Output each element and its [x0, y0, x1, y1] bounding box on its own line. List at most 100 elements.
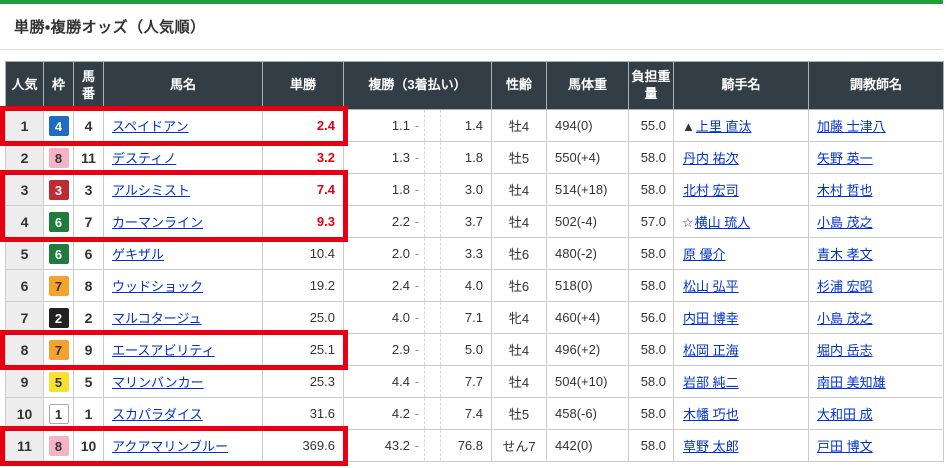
- horse-name-link[interactable]: マリンバンカー: [112, 375, 204, 390]
- trainer-link[interactable]: 加藤 士津八: [817, 119, 886, 134]
- place-odds-cell: 2.9 - 5.0: [343, 333, 492, 366]
- jockey-link[interactable]: 岩部 純二: [683, 375, 739, 390]
- jockey-link[interactable]: 松山 弘平: [683, 279, 739, 294]
- sex-age-cell: 牡6: [491, 269, 547, 302]
- trainer-cell: 南田 美知雄: [808, 365, 944, 398]
- load-weight-cell: 58.0: [628, 429, 674, 462]
- frame-cell: 8: [43, 429, 74, 462]
- horse-name-link[interactable]: スペイドアン: [112, 119, 189, 134]
- load-weight-cell: 58.0: [628, 173, 674, 206]
- trainer-cell: 青木 孝文: [808, 237, 944, 270]
- rank-cell: 5: [5, 237, 44, 270]
- horse-name-link[interactable]: アルシミスト: [112, 183, 190, 198]
- horse-name-cell: カーマンライン: [103, 205, 263, 238]
- horse-name-link[interactable]: ゲキザル: [112, 247, 165, 262]
- sex-age-cell: せん7: [491, 429, 547, 462]
- horse-name-cell: デスティノ: [103, 141, 263, 174]
- jockey-cell: 丹内 祐次: [673, 141, 809, 174]
- place-odds-max: 76.8: [457, 438, 483, 453]
- trainer-link[interactable]: 南田 美知雄: [817, 375, 886, 390]
- horse-weight-cell: 480(-2): [546, 237, 629, 270]
- trainer-link[interactable]: 戸田 博文: [817, 439, 873, 454]
- frame-badge: 8: [48, 435, 69, 456]
- trainer-link[interactable]: 小島 茂之: [817, 311, 873, 326]
- horse-number-cell: 3: [73, 173, 104, 206]
- trainer-cell: 矢野 英一: [808, 141, 944, 174]
- jockey-cell: 木幡 巧也: [673, 397, 809, 430]
- page-title: 単勝・複勝オッズ（人気順）: [14, 19, 206, 36]
- place-odds-divider: [424, 174, 440, 205]
- place-odds-divider: [424, 142, 440, 173]
- jockey-mark: ☆: [682, 215, 694, 230]
- horse-number-cell: 10: [73, 429, 104, 462]
- place-odds-min: 1.8: [391, 182, 410, 197]
- place-odds-max: 1.8: [464, 150, 483, 165]
- jockey-link[interactable]: 木幡 巧也: [683, 407, 739, 422]
- horse-name-link[interactable]: カーマンライン: [112, 215, 204, 230]
- place-odds-max: 3.0: [464, 182, 483, 197]
- horse-number-cell: 7: [73, 205, 104, 238]
- trainer-link[interactable]: 杉浦 宏昭: [817, 279, 873, 294]
- place-odds-divider: [440, 302, 456, 333]
- load-weight-cell: 58.0: [628, 365, 674, 398]
- jockey-link[interactable]: 北村 宏司: [683, 183, 739, 198]
- horse-weight-cell: 496(+2): [546, 333, 629, 366]
- place-odds-dash: -: [414, 246, 420, 261]
- place-odds-divider: [440, 366, 456, 397]
- place-odds-divider: [424, 430, 440, 461]
- trainer-cell: 大和田 成: [808, 397, 944, 430]
- place-odds-min: 2.4: [391, 278, 410, 293]
- place-odds-max: 3.3: [464, 246, 483, 261]
- frame-cell: 7: [43, 269, 74, 302]
- rank-cell: 9: [5, 365, 44, 398]
- jockey-link[interactable]: 内田 博幸: [683, 311, 739, 326]
- trainer-link[interactable]: 矢野 英一: [817, 151, 873, 166]
- horse-name-link[interactable]: マルコタージュ: [112, 311, 202, 326]
- horse-name-link[interactable]: ウッドショック: [112, 279, 204, 294]
- horse-name-link[interactable]: デスティノ: [112, 151, 177, 166]
- place-odds-min: 43.2: [384, 438, 410, 453]
- horse-number-cell: 2: [73, 301, 104, 334]
- rank-cell: 7: [5, 301, 44, 334]
- place-odds-cell: 4.2 - 7.4: [343, 397, 492, 430]
- trainer-link[interactable]: 大和田 成: [817, 407, 873, 422]
- win-odds-cell: 25.0: [262, 301, 344, 334]
- horse-number-cell: 4: [73, 109, 104, 142]
- horse-number-cell: 1: [73, 397, 104, 430]
- horse-name-link[interactable]: エースアビリティ: [112, 343, 215, 358]
- place-odds-divider: [440, 334, 456, 365]
- horse-name-link[interactable]: スカパラダイス: [112, 407, 203, 422]
- rank-cell: 11: [5, 429, 44, 462]
- jockey-mark: ▲: [682, 119, 695, 134]
- sex-age-cell: 牡4: [491, 173, 547, 206]
- horse-weight-cell: 442(0): [546, 429, 629, 462]
- trainer-link[interactable]: 堀内 岳志: [817, 343, 873, 358]
- place-odds-max: 7.4: [464, 406, 483, 421]
- win-odds-cell: 9.3: [262, 205, 344, 238]
- sex-age-cell: 牡5: [491, 397, 547, 430]
- jockey-cell: 松山 弘平: [673, 269, 809, 302]
- win-odds-cell: 31.6: [262, 397, 344, 430]
- sex-age-cell: 牡6: [491, 237, 547, 270]
- place-odds-min: 4.2: [391, 406, 410, 421]
- horse-name-cell: スペイドアン: [103, 109, 263, 142]
- place-odds-divider: [440, 142, 456, 173]
- place-odds-divider: [424, 110, 440, 141]
- jockey-link[interactable]: 横山 琉人: [694, 215, 751, 230]
- frame-badge: 6: [48, 243, 69, 264]
- frame-cell: 6: [43, 205, 74, 238]
- trainer-link[interactable]: 小島 茂之: [817, 215, 873, 230]
- jockey-link[interactable]: 丹内 祐次: [683, 151, 739, 166]
- horse-name-cell: ゲキザル: [103, 237, 263, 270]
- trainer-link[interactable]: 青木 孝文: [817, 247, 873, 262]
- trainer-cell: 加藤 士津八: [808, 109, 944, 142]
- trainer-link[interactable]: 木村 哲也: [817, 183, 873, 198]
- jockey-link[interactable]: 原 優介: [683, 247, 726, 262]
- column-header-4: 単勝: [262, 61, 344, 110]
- jockey-link[interactable]: 上里 直汰: [695, 119, 752, 134]
- jockey-link[interactable]: 松岡 正海: [683, 343, 739, 358]
- jockey-link[interactable]: 草野 太郎: [683, 439, 739, 454]
- trainer-cell: 木村 哲也: [808, 173, 944, 206]
- place-odds-cell: 2.0 - 3.3: [343, 237, 492, 270]
- horse-name-link[interactable]: アクアマリンブルー: [112, 439, 228, 454]
